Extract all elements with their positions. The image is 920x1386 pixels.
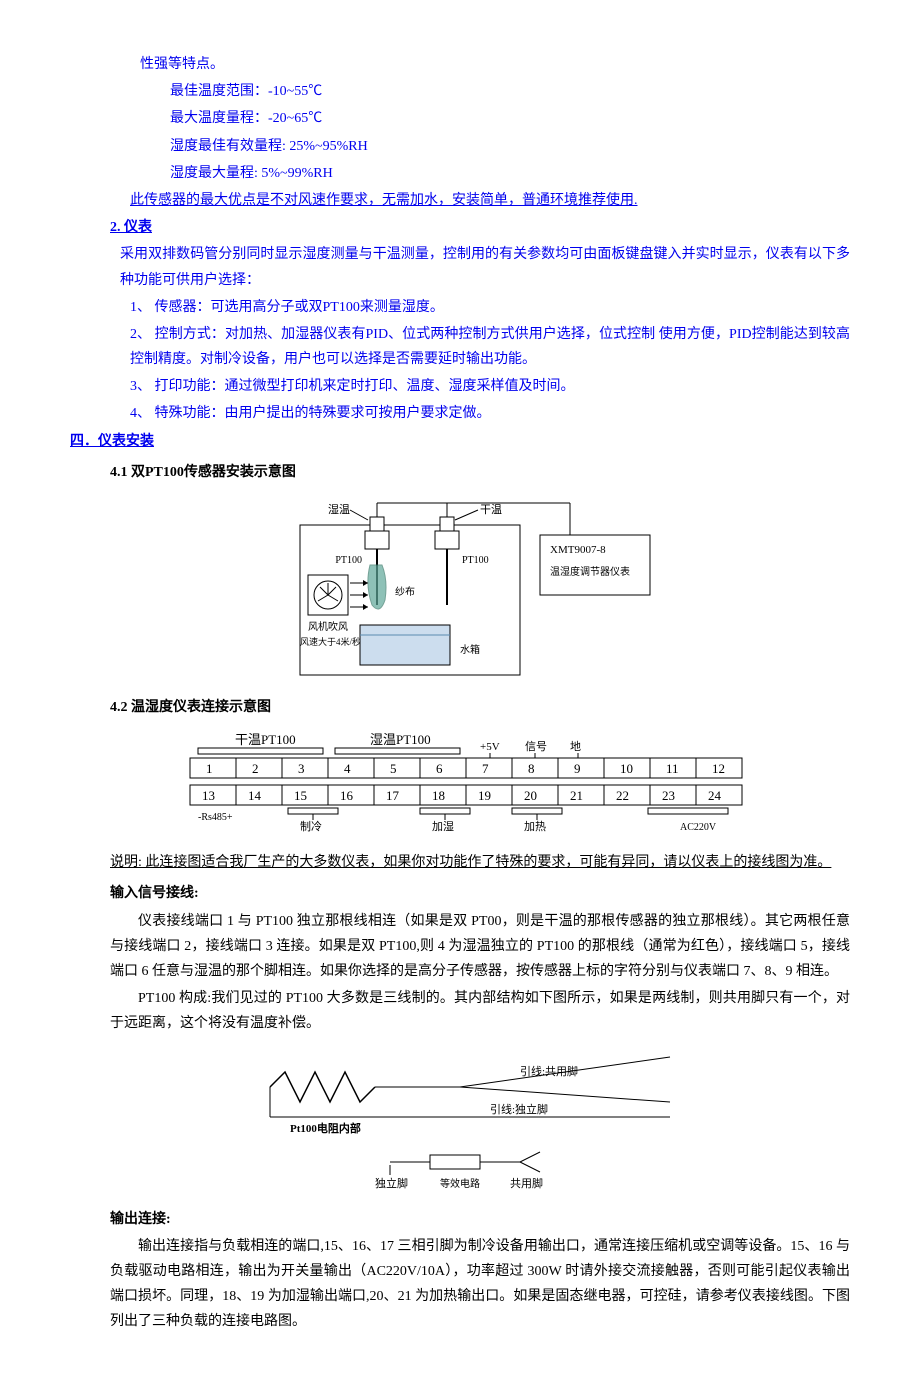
svg-text:14: 14 <box>248 788 262 803</box>
svg-text:干温PT100: 干温PT100 <box>235 732 296 747</box>
svg-text:2: 2 <box>252 761 259 776</box>
svg-text:PT100: PT100 <box>335 555 362 566</box>
svg-text:12: 12 <box>712 761 725 776</box>
svg-text:21: 21 <box>570 788 583 803</box>
svg-text:纱布: 纱布 <box>395 586 415 598</box>
svg-text:信号: 信号 <box>525 740 547 753</box>
sec2-title: 2. 仪表 <box>110 215 850 240</box>
svg-text:Pt100电阻内部: Pt100电阻内部 <box>290 1121 361 1135</box>
svg-text:3: 3 <box>298 761 305 776</box>
svg-text:20: 20 <box>524 788 537 803</box>
sec2-li2: 2、 控制方式：对加热、加湿器仪表有PID、位式两种控制方式供用户选择，位式控制… <box>130 322 850 372</box>
explain-note: 说明: 此连接图适合我厂生产的大多数仪表，如果你对功能作了特殊的要求，可能有异同… <box>110 850 850 875</box>
svg-text:15: 15 <box>294 788 307 803</box>
svg-text:PT100: PT100 <box>462 555 489 566</box>
svg-text:9: 9 <box>574 761 581 776</box>
svg-text:23: 23 <box>662 788 675 803</box>
diagram-pt100-structure: 引线:共用脚 引线:独立脚 Pt100电阻内部 独立脚 等效电路 共用脚 <box>70 1047 850 1197</box>
intro-line1: 最佳温度范围：-10~55℃ <box>170 79 850 104</box>
svg-text:13: 13 <box>202 788 215 803</box>
svg-text:加热: 加热 <box>524 820 546 833</box>
input-signal-title: 输入信号接线: <box>110 881 850 906</box>
svg-text:18: 18 <box>432 788 445 803</box>
section4-title: 四．仪表安装 <box>70 429 850 454</box>
svg-text:17: 17 <box>386 788 400 803</box>
sensor-note: 此传感器的最大优点是不对风速作要求，无需加水，安装简单，普通环境推荐使用. <box>130 188 850 213</box>
section41-title: 4.1 双PT100传感器安装示意图 <box>110 460 850 485</box>
svg-text:干温: 干温 <box>480 503 502 516</box>
input-p1: 仪表接线端口 1 与 PT100 独立那根线相连（如果是双 PT00，则是干温的… <box>110 909 850 985</box>
intro-line4: 湿度最大量程: 5%~99%RH <box>170 161 850 186</box>
svg-text:8: 8 <box>528 761 535 776</box>
intro-line2: 最大温度量程：-20~65℃ <box>170 106 850 131</box>
intro-bullet0: 性强等特点。 <box>140 52 850 77</box>
svg-text:地: 地 <box>570 740 581 753</box>
svg-text:19: 19 <box>478 788 491 803</box>
svg-text:+5V: +5V <box>480 741 500 753</box>
svg-text:水箱: 水箱 <box>460 643 480 656</box>
svg-text:风速大于4米/秒: 风速大于4米/秒 <box>300 636 361 647</box>
svg-text:等效电路: 等效电路 <box>440 1177 480 1190</box>
output-p1: 输出连接指与负载相连的端口,15、16、17 三相引脚为制冷设备用输出口，通常连… <box>110 1234 850 1335</box>
svg-text:XMT9007-8: XMT9007-8 <box>550 544 606 556</box>
sec2-li1: 1、 传感器：可选用高分子或双PT100来测量湿度。 <box>130 295 850 320</box>
output-title: 输出连接: <box>110 1207 850 1232</box>
input-p2: PT100 构成:我们见过的 PT100 大多数是三线制的。其内部结构如下图所示… <box>110 986 850 1036</box>
svg-text:16: 16 <box>340 788 354 803</box>
svg-text:共用脚: 共用脚 <box>510 1176 543 1190</box>
svg-text:5: 5 <box>390 761 397 776</box>
svg-text:10: 10 <box>620 761 633 776</box>
svg-text:风机吹风: 风机吹风 <box>308 620 348 633</box>
section42-title: 4.2 温湿度仪表连接示意图 <box>110 695 850 720</box>
svg-text:引线:独立脚: 引线:独立脚 <box>490 1102 548 1116</box>
svg-text:制冷: 制冷 <box>300 820 322 833</box>
svg-text:温湿度调节器仪表: 温湿度调节器仪表 <box>550 565 630 578</box>
diagram-pt100-install: 湿温 干温 XMT9007-8 温湿度调节器仪表 PT100 PT100 纱布 … <box>70 495 850 685</box>
svg-text:24: 24 <box>708 788 722 803</box>
svg-text:加湿: 加湿 <box>432 820 454 833</box>
svg-text:11: 11 <box>666 761 679 776</box>
svg-text:7: 7 <box>482 761 489 776</box>
svg-text:4: 4 <box>344 761 351 776</box>
svg-text:独立脚: 独立脚 <box>375 1176 408 1190</box>
sec2-p1: 采用双排数码管分别同时显示湿度测量与干温测量，控制用的有关参数均可由面板键盘键入… <box>120 242 850 292</box>
svg-text:6: 6 <box>436 761 443 776</box>
diagram-terminal-strip: 干温PT100 湿温PT100 +5V 信号 地 123456789101112… <box>70 730 850 840</box>
svg-text:22: 22 <box>616 788 629 803</box>
svg-text:引线:共用脚: 引线:共用脚 <box>520 1064 578 1078</box>
svg-text:1: 1 <box>206 761 213 776</box>
svg-text:AC220V: AC220V <box>680 822 717 833</box>
sec2-li4: 4、 特殊功能：由用户提出的特殊要求可按用户要求定做。 <box>130 401 850 426</box>
svg-text:-Rs485+: -Rs485+ <box>198 812 233 823</box>
sec2-li3: 3、 打印功能：通过微型打印机来定时打印、温度、湿度采样值及时间。 <box>130 374 850 399</box>
svg-text:湿温: 湿温 <box>328 503 350 516</box>
svg-text:湿温PT100: 湿温PT100 <box>370 732 431 747</box>
intro-line3: 湿度最佳有效量程: 25%~95%RH <box>170 134 850 159</box>
